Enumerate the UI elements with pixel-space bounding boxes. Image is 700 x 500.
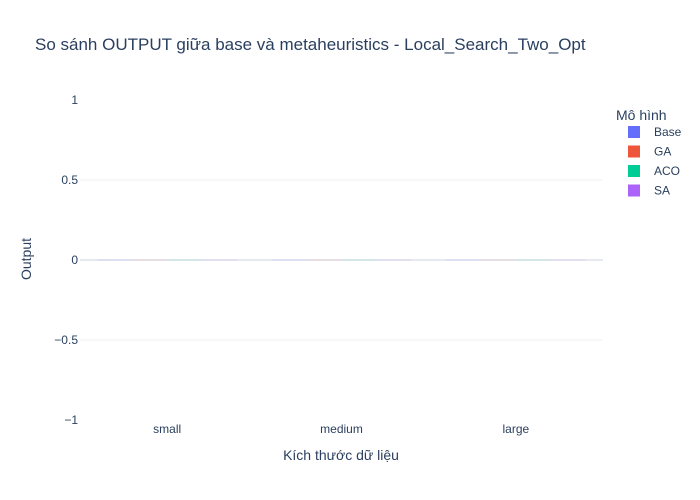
legend-swatch (628, 126, 640, 138)
bar-sa-small (202, 259, 237, 261)
x-tick-label: medium (320, 422, 363, 436)
legend-swatch (628, 165, 640, 177)
legend-item-base[interactable]: Base (628, 125, 682, 139)
y-axis-ticks: 1 0.5 0 −0.5 −1 (54, 93, 78, 427)
y-tick-label: −1 (64, 413, 78, 427)
legend-label: SA (654, 184, 670, 198)
legend: Mô hình Base GA ACO SA (616, 107, 682, 198)
legend-item-aco[interactable]: ACO (628, 164, 680, 178)
legend-label: ACO (654, 164, 680, 178)
legend-item-ga[interactable]: GA (628, 145, 671, 159)
y-tick-label: 1 (71, 93, 78, 107)
bar-aco-large (515, 259, 551, 261)
x-tick-label: small (153, 422, 181, 436)
legend-swatch (628, 184, 640, 197)
legend-label: Base (654, 125, 682, 139)
y-axis-title: Output (18, 238, 34, 280)
bar-sa-medium (376, 259, 412, 261)
x-axis-title: Kích thước dữ liệu (283, 447, 399, 463)
bar-ga-small (132, 259, 168, 261)
legend-label: GA (654, 145, 671, 159)
y-tick-label: 0.5 (61, 173, 78, 187)
bar-ga-medium (306, 259, 342, 261)
x-tick-label: large (502, 422, 529, 436)
bar-base-medium (271, 259, 307, 261)
legend-title: Mô hình (616, 107, 667, 123)
bar-sa-large (550, 259, 586, 261)
bar-base-small (97, 259, 133, 261)
grid (80, 179, 603, 341)
bar-ga-large (480, 259, 516, 261)
bar-aco-small (167, 259, 203, 261)
y-tick-label: 0 (71, 253, 78, 267)
bar-aco-medium (341, 259, 377, 261)
bars (97, 259, 586, 261)
legend-item-sa[interactable]: SA (628, 184, 670, 198)
legend-swatch (628, 145, 640, 158)
x-axis-ticks: small medium large (153, 422, 529, 436)
chart-title: So sánh OUTPUT giữa base và metaheuristi… (35, 35, 586, 54)
bar-base-large (446, 259, 481, 261)
y-tick-label: −0.5 (54, 333, 78, 347)
